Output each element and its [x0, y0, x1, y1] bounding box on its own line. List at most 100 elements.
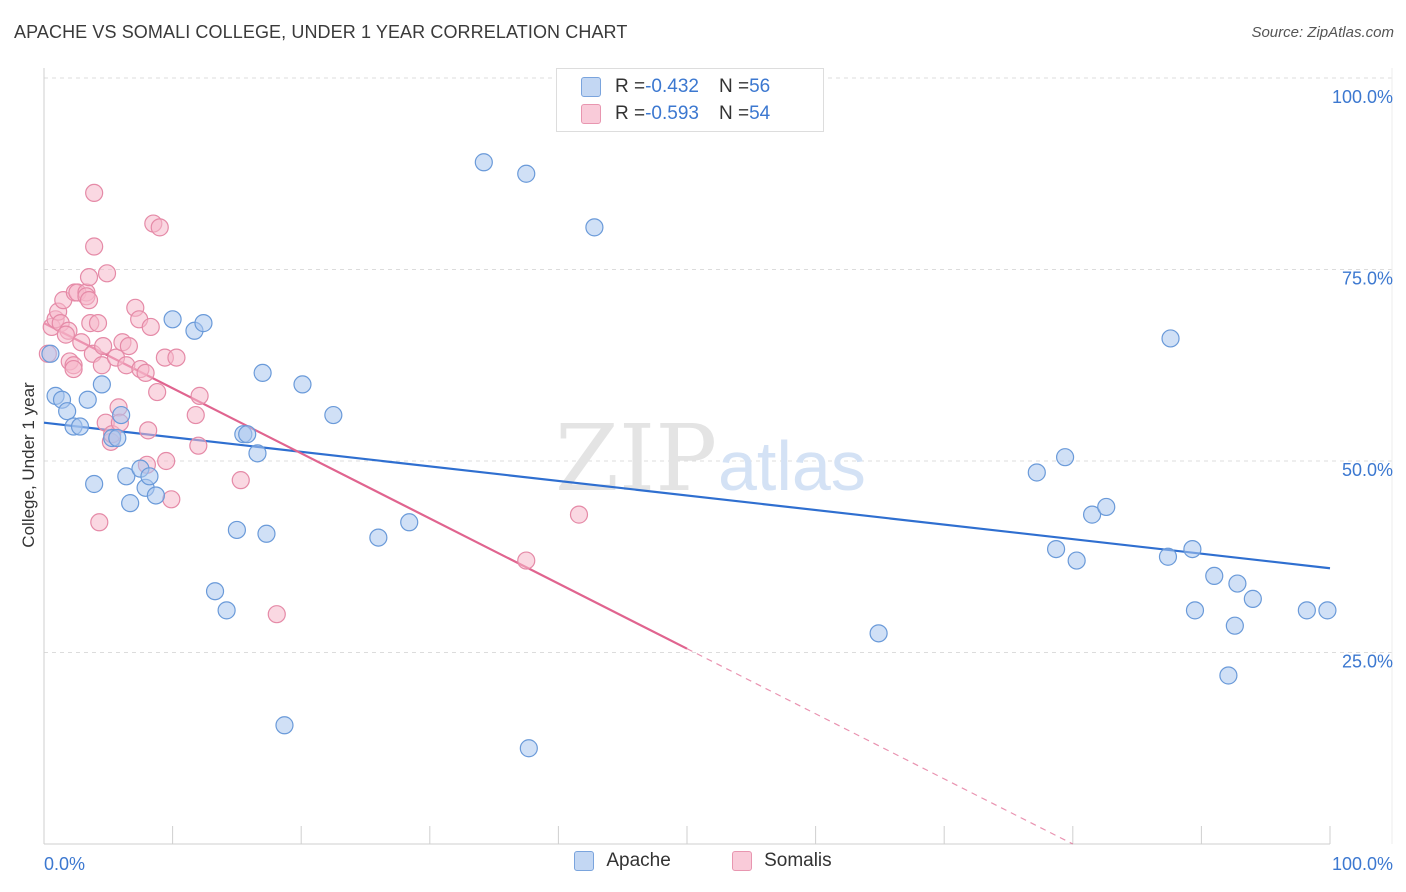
stats-row-apache: R = -0.432 N = 56: [581, 74, 770, 100]
axis-labels: 25.0% 50.0% 75.0% 100.0% 0.0% 100.0% College, …: [19, 87, 1393, 874]
somalis-point: [189, 436, 208, 455]
somalis-point: [141, 317, 160, 337]
somalis-point: [94, 337, 113, 356]
somalis-point: [88, 314, 108, 333]
apache-point: [585, 218, 604, 237]
apache-point: [78, 390, 97, 409]
apache-point: [1097, 497, 1116, 517]
somalis-point: [569, 505, 589, 524]
apache-point: [117, 467, 136, 486]
apache-point: [1185, 601, 1205, 620]
somalis-point: [157, 451, 176, 471]
apache-point: [1046, 539, 1066, 559]
r-label: R =: [615, 103, 646, 124]
somalis-point: [97, 264, 117, 283]
r-label: R =: [615, 76, 646, 97]
apache-point: [324, 405, 343, 425]
n-value: 56: [749, 76, 771, 97]
apache-point: [121, 494, 140, 513]
apache-point: [869, 624, 888, 643]
apache-point: [112, 405, 131, 425]
y-tick-label: 100.0%: [1332, 87, 1393, 107]
apache-point: [1158, 547, 1178, 566]
stats-row-somalis: R = -0.593 N = 54: [581, 101, 770, 127]
apache-point: [140, 467, 159, 486]
apache-point: [227, 520, 246, 540]
watermark-atlas: atlas: [718, 427, 866, 505]
somalis-point: [162, 490, 181, 509]
somalis-trend-extension: [686, 648, 1074, 845]
apache-point: [248, 444, 267, 463]
y-tick-label: 25.0%: [1342, 652, 1393, 672]
legend: Apache Somalis: [0, 850, 1406, 877]
watermark: ZIP atlas: [555, 405, 866, 512]
somalis-point: [85, 237, 104, 256]
somalis-point: [64, 359, 83, 379]
somalis-point: [136, 363, 155, 383]
n-label: N =: [718, 76, 750, 97]
apache-point: [1082, 505, 1102, 524]
apache-point: [238, 425, 257, 444]
apache-point: [205, 582, 225, 601]
apache-point: [253, 363, 272, 383]
apache-point: [58, 402, 77, 421]
stats-legend: R = -0.432 N = 56 R = -0.593 N = 54: [556, 68, 824, 132]
apache-point: [163, 310, 182, 329]
apache-swatch: [581, 77, 601, 97]
apache-point: [108, 428, 127, 448]
apache-point: [257, 524, 276, 543]
apache-point: [1161, 329, 1180, 348]
n-value: 54: [749, 103, 771, 124]
apache-point: [293, 375, 312, 394]
apache-point: [41, 344, 60, 363]
legend-item-apache[interactable]: Apache: [574, 850, 671, 872]
somalis-point: [119, 337, 138, 356]
somalis-point: [139, 421, 158, 440]
apache-point: [92, 375, 111, 394]
somalis-point: [190, 386, 209, 405]
y-axis-label: College, Under 1 year: [19, 382, 38, 548]
somalis-point: [150, 218, 169, 237]
legend-label-apache: Apache: [606, 850, 671, 871]
somalis-point: [72, 333, 91, 352]
apache-point: [1219, 666, 1238, 685]
apache-point: [217, 601, 236, 620]
somalis-swatch: [581, 104, 601, 124]
gridlines: [44, 77, 1392, 653]
apache-point: [275, 716, 294, 735]
apache-point: [1027, 463, 1046, 482]
somalis-point: [79, 268, 99, 287]
apache-point: [517, 164, 536, 183]
apache-point: [1297, 601, 1316, 620]
apache-point: [1205, 566, 1224, 586]
somalis-point: [186, 405, 205, 425]
somalis-point: [79, 291, 99, 310]
x-tick-label: 100.0%: [1332, 854, 1393, 874]
somalis-point: [517, 551, 536, 570]
x-tick-label: 0.0%: [44, 854, 85, 874]
somalis-point: [267, 605, 286, 624]
somalis-point: [92, 356, 111, 375]
apache-point: [70, 417, 90, 436]
apache-point: [400, 513, 419, 532]
axes: [43, 68, 1393, 845]
y-tick-label: 75.0%: [1342, 269, 1393, 289]
apache-point: [369, 528, 388, 547]
apache-point: [474, 153, 493, 172]
chart-title: APACHE VS SOMALI COLLEGE, UNDER 1 YEAR C…: [14, 22, 628, 42]
somalis-point: [231, 471, 250, 490]
somalis-point: [56, 325, 75, 344]
legend-label-somalis: Somalis: [764, 850, 832, 871]
apache-point: [1228, 574, 1247, 593]
legend-item-somalis[interactable]: Somalis: [732, 850, 832, 872]
somalis-point: [148, 382, 167, 402]
source-label: Source: ZipAtlas.com: [1251, 24, 1394, 41]
data-points: [38, 153, 1337, 758]
apache-point: [85, 474, 104, 494]
apache-point: [1243, 589, 1262, 608]
apache-point: [1183, 539, 1202, 559]
r-value: -0.593: [645, 103, 699, 124]
trend-lines: [43, 322, 1331, 845]
apache-point: [1067, 551, 1086, 570]
